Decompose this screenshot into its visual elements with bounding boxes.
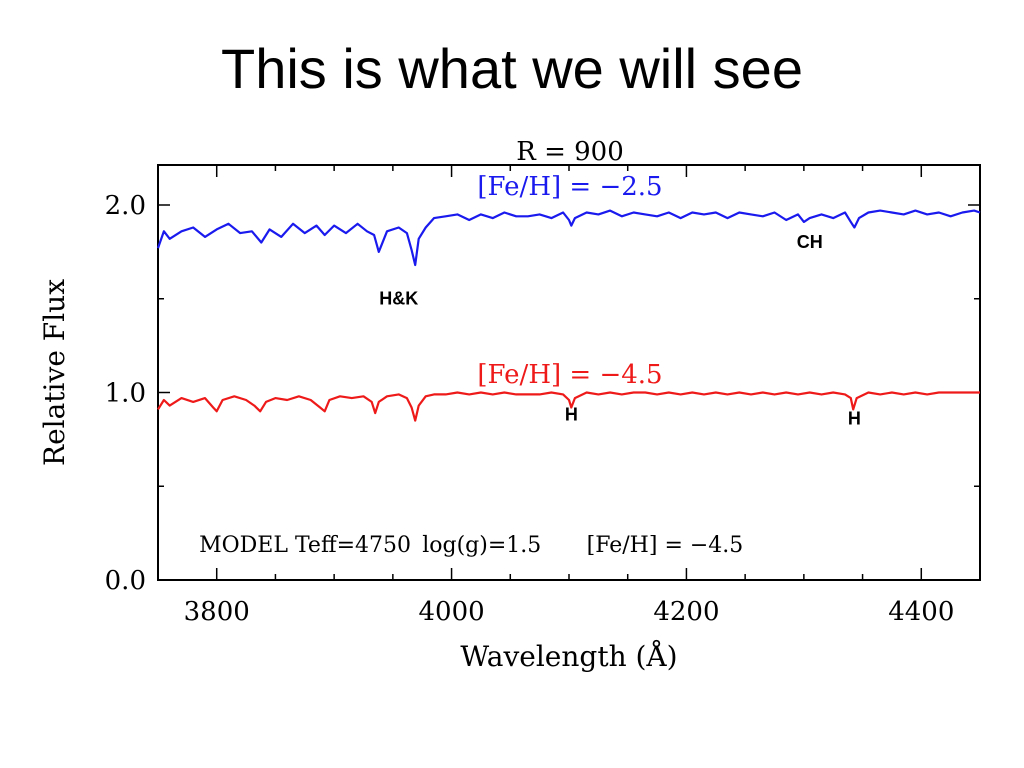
y-axis-label: Relative Flux [38,279,71,466]
series-label: [Fe/H] = −2.5 [477,172,662,202]
slide-title: This is what we will see [221,37,803,100]
chart-title: R = 900 [516,137,624,167]
y-tick-label: 2.0 [105,191,146,221]
annotation-label: CH [797,232,823,252]
annotation-label: [Fe/H] = −4.5 [587,533,744,558]
series-line-fe-h-minus-2-5 [156,209,981,267]
annotation-label: H&K [379,288,418,308]
x-axis-label: Wavelength (Å) [460,640,677,673]
x-tick-label: 4400 [888,597,954,627]
annotation-label: log(g)=1.5 [422,533,541,558]
x-tick-label: 4000 [418,597,484,627]
y-tick-label: 1.0 [105,379,146,409]
series-label: [Fe/H] = −4.5 [477,360,662,390]
x-tick-label: 4200 [653,597,719,627]
y-tick-label: 0.0 [105,566,146,596]
annotation-label: H [565,405,578,425]
series-line-fe-h-minus-4-5 [157,391,980,422]
x-tick-label: 3800 [184,597,250,627]
annotation-label: MODEL Teff=4750 [199,533,411,558]
annotation-label: H [848,408,861,428]
